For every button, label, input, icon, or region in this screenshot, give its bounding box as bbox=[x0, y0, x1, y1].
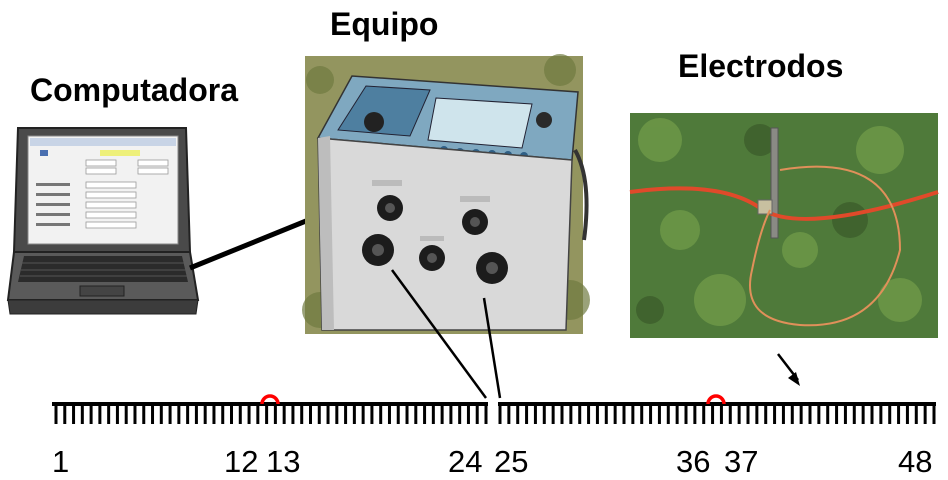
electrode-number-12: 12 bbox=[224, 444, 259, 479]
arrow-icon bbox=[777, 353, 800, 386]
highlight-electrode-36-37 bbox=[706, 394, 726, 405]
electrode-number-24: 24 bbox=[448, 444, 483, 479]
equipo-label: Equipo bbox=[330, 6, 439, 42]
electrode-number-25: 25 bbox=[494, 444, 529, 479]
electrode-number-36: 36 bbox=[676, 444, 711, 479]
laptop-icon bbox=[6, 127, 200, 315]
electrode-number-37: 37 bbox=[724, 444, 759, 479]
cable-line-b bbox=[482, 297, 502, 399]
resistivity-meter-photo bbox=[302, 54, 590, 334]
electrodos-label: Electrodos bbox=[678, 48, 844, 84]
electrode-photo bbox=[629, 113, 939, 338]
electrode-number-13: 13 bbox=[266, 444, 301, 479]
electrode-number-48: 48 bbox=[898, 444, 933, 479]
electrode-number-1: 1 bbox=[52, 444, 70, 479]
electrode-ticks bbox=[54, 404, 936, 424]
computadora-label: Computadora bbox=[30, 72, 238, 108]
highlight-electrode-12-13 bbox=[260, 394, 280, 405]
cable-line-a bbox=[390, 269, 488, 399]
